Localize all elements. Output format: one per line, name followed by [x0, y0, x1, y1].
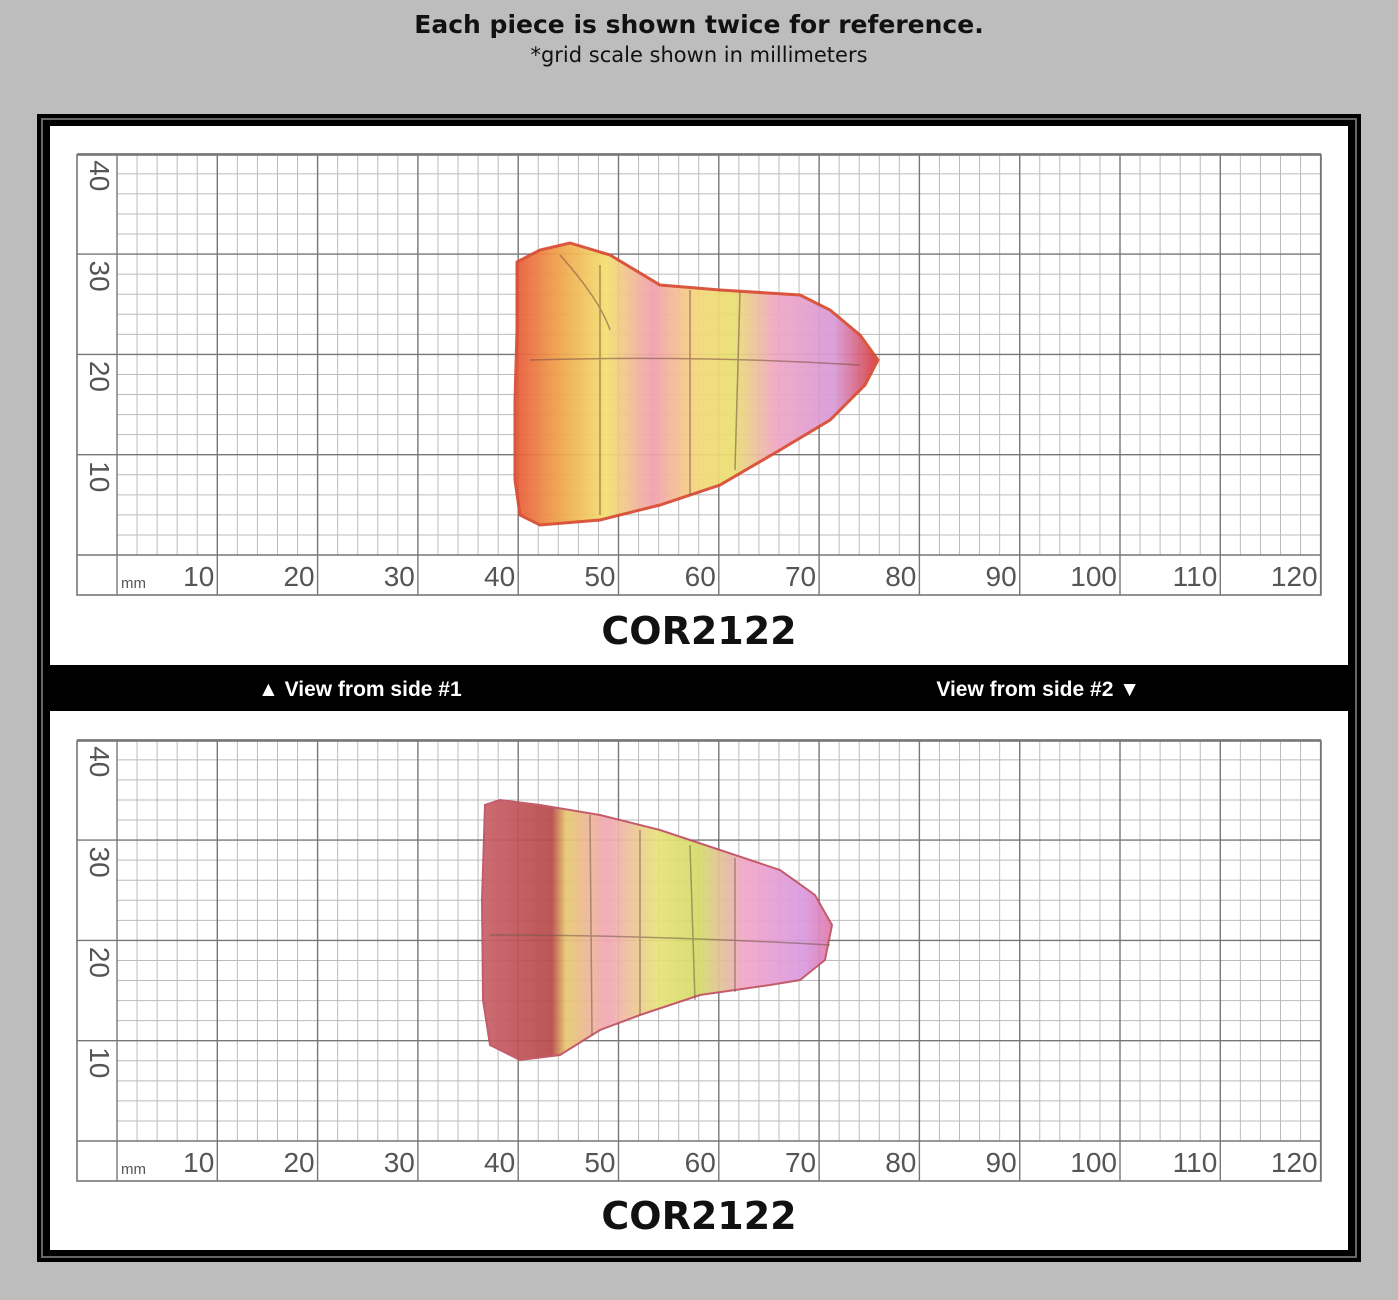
- frame-edge: [41, 118, 1357, 1258]
- gem: [513, 241, 880, 527]
- divider-label: View from side #2 ▼: [936, 678, 1140, 701]
- x-label: 50: [584, 1147, 615, 1178]
- x-label: 20: [283, 1147, 314, 1178]
- x-label: 30: [384, 561, 415, 592]
- grids: mm 10 20 30 40 50 60 70 80 90 100 110 120 10 20 30 40 mm 1…: [76, 153, 1322, 1182]
- product-code: COR2122: [601, 1194, 796, 1238]
- unit-label: mm: [121, 575, 146, 592]
- x-label: 20: [283, 561, 314, 592]
- gem-shape: [480, 798, 834, 1062]
- divider-label: ▲ View from side #1: [258, 678, 462, 701]
- y-label: 20: [84, 947, 115, 978]
- grid-border: [76, 154, 1322, 596]
- y-label: 30: [84, 847, 115, 878]
- x-label: 50: [584, 561, 615, 592]
- gem-lines: [529, 254, 861, 515]
- x-label: 80: [885, 1147, 916, 1178]
- x-label: 40: [484, 1147, 515, 1178]
- y-label: 40: [84, 746, 115, 777]
- gem-shape: [513, 241, 880, 527]
- x-label: 90: [986, 561, 1017, 592]
- x-label: 110: [1173, 1147, 1218, 1178]
- gem: [480, 798, 834, 1062]
- grid-border: [76, 740, 1322, 1182]
- x-label: 120: [1271, 1147, 1318, 1178]
- x-label: 30: [384, 1147, 415, 1178]
- y-label: 40: [84, 160, 115, 191]
- x-label: 80: [885, 561, 916, 592]
- y-label: 20: [84, 361, 115, 392]
- y-label: 10: [84, 1047, 115, 1078]
- unit-label: mm: [121, 1161, 146, 1178]
- x-label: 60: [685, 561, 716, 592]
- y-label: 30: [84, 261, 115, 292]
- x-label: 120: [1271, 561, 1318, 592]
- x-label: 100: [1070, 1147, 1117, 1178]
- gem-lines: [489, 814, 831, 1036]
- x-label: 60: [685, 1147, 716, 1178]
- x-label: 10: [183, 1147, 214, 1178]
- product-code: COR2122: [601, 609, 796, 653]
- x-label: 70: [785, 1147, 816, 1178]
- x-label: 10: [183, 561, 214, 592]
- x-label: 40: [484, 561, 515, 592]
- subtitle: *grid scale shown in millimeters: [530, 43, 867, 67]
- y-label: 10: [84, 461, 115, 492]
- title: Each piece is shown twice for reference.: [414, 10, 983, 39]
- x-label: 100: [1070, 561, 1117, 592]
- x-label: 110: [1173, 561, 1218, 592]
- x-label: 70: [785, 561, 816, 592]
- x-label: 90: [986, 1147, 1017, 1178]
